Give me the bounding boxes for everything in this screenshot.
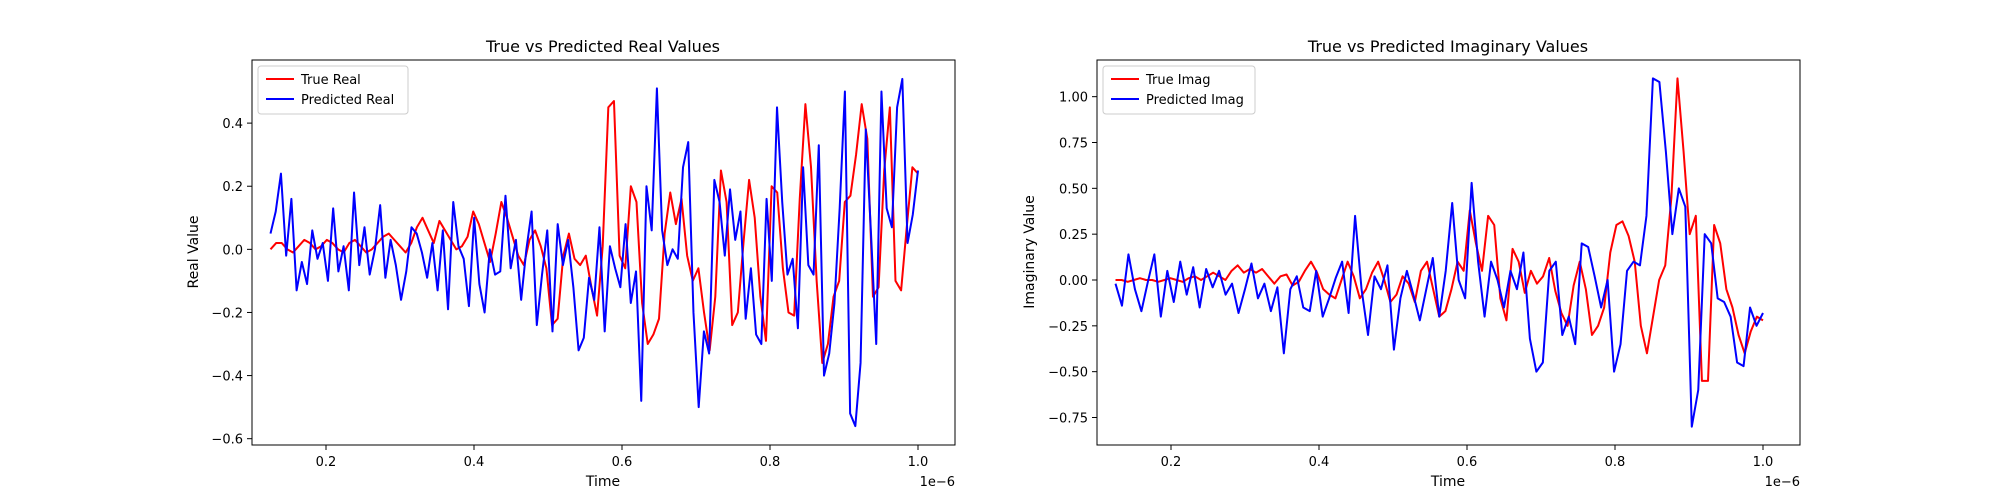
y-tick-label: 0.25 bbox=[1059, 228, 1088, 243]
x-tick-label: 0.4 bbox=[1309, 455, 1330, 470]
y-tick-label: 0.2 bbox=[222, 180, 243, 195]
y-axis-label: Imaginary Value bbox=[1022, 195, 1038, 309]
legend-label-true-imag: True Imag bbox=[1145, 73, 1210, 88]
legend-label-predicted-real: Predicted Real bbox=[301, 93, 394, 108]
x-offset-label: 1e−6 bbox=[1765, 475, 1800, 490]
y-tick-label: 0.0 bbox=[222, 243, 243, 258]
x-tick-label: 0.4 bbox=[464, 455, 485, 470]
chart-title: True vs Predicted Imaginary Values bbox=[1307, 37, 1588, 56]
series-line-predicted-real bbox=[269, 77, 919, 428]
legend-box bbox=[257, 65, 409, 115]
y-tick-label: 0.75 bbox=[1059, 137, 1088, 152]
y-tick-label: 0.50 bbox=[1059, 182, 1088, 197]
x-tick-label: 0.8 bbox=[1605, 455, 1626, 470]
legend: True Imag Predicted Imag bbox=[1102, 65, 1256, 115]
ticks: 0.2 0.4 0.6 0.8 1.0 −0.75 −0.50 −0.25 0.00 0.25 0.… bbox=[1048, 91, 1773, 470]
y-tick-label: 1.00 bbox=[1059, 91, 1088, 106]
y-tick-label: −0.4 bbox=[211, 370, 243, 385]
y-tick-label: −0.75 bbox=[1048, 412, 1088, 427]
chart-real: True vs Predicted Real Values 0.2 0.4 0.6 0… bbox=[186, 37, 956, 490]
axes-frame bbox=[1096, 59, 1801, 446]
x-offset-label: 1e−6 bbox=[920, 475, 955, 490]
y-tick-label: −0.6 bbox=[211, 433, 243, 448]
legend-box bbox=[1102, 65, 1256, 115]
x-tick-label: 0.8 bbox=[760, 455, 781, 470]
series-line-true-real bbox=[269, 100, 919, 364]
plot-area bbox=[269, 77, 919, 428]
series-line-predicted-imag bbox=[1114, 77, 1764, 428]
legend: True Real Predicted Real bbox=[257, 65, 409, 115]
x-tick-label: 0.2 bbox=[1161, 455, 1182, 470]
y-axis-label: Real Value bbox=[186, 215, 202, 288]
plot-area bbox=[1114, 77, 1764, 428]
legend-label-true-real: True Real bbox=[300, 73, 361, 88]
y-tick-label: −0.50 bbox=[1048, 366, 1088, 381]
chart-title: True vs Predicted Real Values bbox=[485, 37, 720, 56]
y-tick-label: −0.25 bbox=[1048, 320, 1088, 335]
axes-frame bbox=[251, 59, 956, 446]
x-tick-label: 0.2 bbox=[316, 455, 337, 470]
x-tick-label: 1.0 bbox=[1753, 455, 1774, 470]
y-tick-label: −0.2 bbox=[211, 306, 243, 321]
y-tick-label: 0.00 bbox=[1059, 274, 1088, 289]
x-axis-label: Time bbox=[1430, 474, 1465, 490]
legend-label-predicted-imag: Predicted Imag bbox=[1146, 93, 1244, 108]
chart-imag: True vs Predicted Imaginary Values 0.2 0.… bbox=[1022, 37, 1801, 490]
x-tick-label: 0.6 bbox=[1457, 455, 1478, 470]
x-tick-label: 0.6 bbox=[612, 455, 633, 470]
ticks: 0.2 0.4 0.6 0.8 1.0 −0.6 −0.4 −0.2 0.0 0.2 0.4 bbox=[211, 117, 928, 470]
x-axis-label: Time bbox=[585, 474, 620, 490]
x-tick-label: 1.0 bbox=[908, 455, 929, 470]
y-tick-label: 0.4 bbox=[222, 117, 243, 132]
